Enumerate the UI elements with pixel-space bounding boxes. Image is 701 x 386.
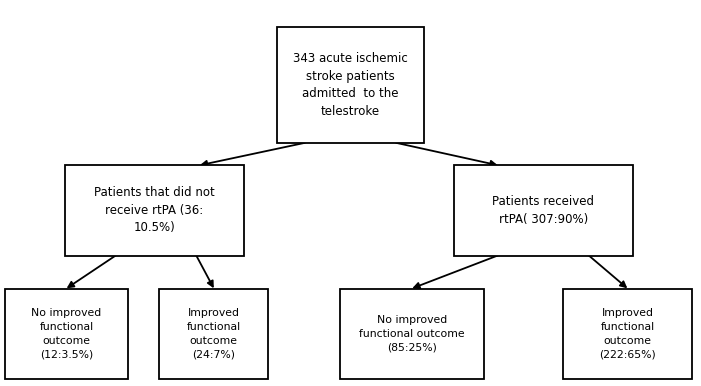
FancyBboxPatch shape [562, 289, 693, 379]
Text: Patients that did not
receive rtPA (36:
10.5%): Patients that did not receive rtPA (36: … [94, 186, 215, 234]
Text: Improved
functional
outcome
(222:65%): Improved functional outcome (222:65%) [599, 308, 655, 359]
Text: Improved
functional
outcome
(24:7%): Improved functional outcome (24:7%) [186, 308, 241, 359]
Text: No improved
functional outcome
(85:25%): No improved functional outcome (85:25%) [360, 315, 465, 352]
FancyBboxPatch shape [160, 289, 268, 379]
FancyBboxPatch shape [341, 289, 484, 379]
Text: Patients received
rtPA( 307:90%): Patients received rtPA( 307:90%) [492, 195, 594, 226]
FancyBboxPatch shape [6, 289, 128, 379]
FancyBboxPatch shape [64, 165, 244, 256]
Text: No improved
functional
outcome
(12:3.5%): No improved functional outcome (12:3.5%) [32, 308, 102, 359]
Text: 343 acute ischemic
stroke patients
admitted  to the
telestroke: 343 acute ischemic stroke patients admit… [293, 52, 408, 118]
FancyBboxPatch shape [454, 165, 633, 256]
FancyBboxPatch shape [277, 27, 424, 143]
